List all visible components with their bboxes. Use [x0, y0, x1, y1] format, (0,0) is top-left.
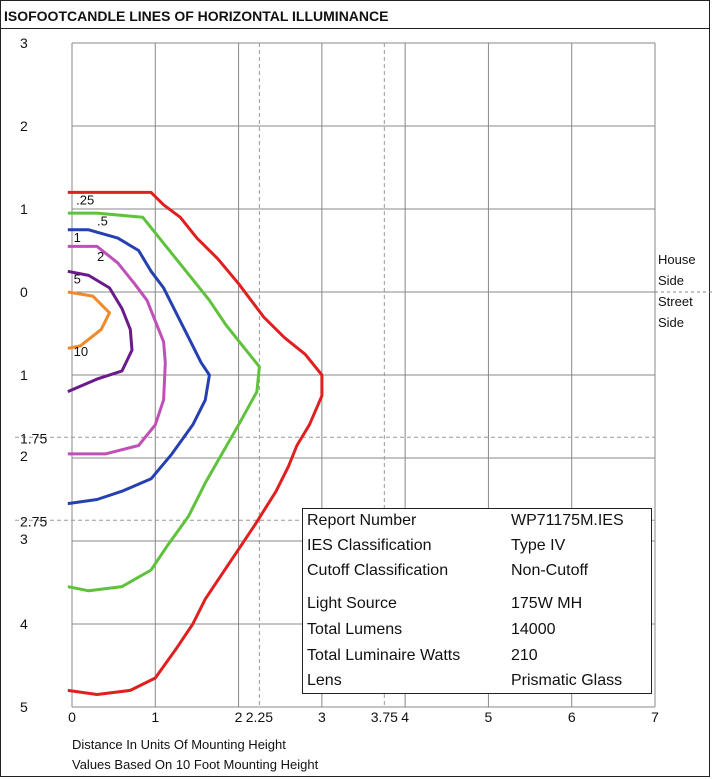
report-row: Total Luminaire Watts 210	[307, 647, 647, 669]
x-tick-label: 2.25	[246, 709, 273, 725]
y-tick-label: 3	[20, 531, 28, 547]
report-key: Cutoff Classification	[307, 562, 449, 579]
street-side-label: Street	[658, 294, 693, 309]
isofootcandle-contour-5	[67, 269, 134, 393]
report-row: Light Source 175W MH	[307, 595, 647, 617]
y-tick-label: 1	[20, 367, 28, 383]
y-tick-label: 2.75	[20, 513, 47, 529]
contour-value-label: 5	[74, 272, 81, 287]
x-tick-label: 0	[68, 709, 76, 725]
x-axis-label: Distance In Units Of Mounting Height	[72, 737, 286, 752]
isofootcandle-contour-2	[67, 244, 167, 456]
report-table: Report Number WP71175M.IES IES Classific…	[302, 508, 652, 694]
house-side-label: Side	[658, 273, 684, 288]
x-tick-label: 6	[568, 709, 576, 725]
isofootcandle-contour-1	[67, 228, 211, 506]
title-divider	[0, 28, 710, 29]
y-tick-label: 1	[20, 201, 28, 217]
contour-value-label: 2	[97, 249, 104, 264]
report-key: Report Number	[307, 512, 417, 529]
report-value: Prismatic Glass	[511, 672, 623, 689]
report-key: Total Lumens	[307, 621, 403, 638]
contour-value-label: .5	[97, 213, 108, 228]
isofootcandle-contour-10	[67, 290, 111, 350]
report-value: 175W MH	[511, 595, 583, 612]
report-value: 210	[511, 647, 538, 664]
x-tick-label: 5	[485, 709, 493, 725]
report-value: 14000	[511, 621, 556, 638]
x-tick-label: 7	[651, 709, 659, 725]
report-row: IES Classification Type IV	[307, 537, 647, 559]
street-side-label: Side	[658, 315, 684, 330]
y-tick-label: 2	[20, 448, 28, 464]
x-tick-label: 4	[401, 709, 409, 725]
contour-value-label: 1	[74, 230, 81, 245]
mounting-height-note: Values Based On 10 Foot Mounting Height	[72, 757, 319, 772]
report-value: Type IV	[511, 537, 566, 554]
report-row: Total Lumens 14000	[307, 621, 647, 643]
report-value: Non-Cutoff	[511, 562, 589, 579]
y-tick-label: 0	[20, 284, 28, 300]
x-tick-label: 1	[151, 709, 159, 725]
report-key: Light Source	[307, 595, 397, 612]
x-tick-label: 3.75	[371, 709, 398, 725]
report-key: Lens	[307, 672, 342, 689]
report-value: WP71175M.IES	[511, 512, 624, 529]
chart-title: ISOFOOTCANDLE LINES OF HORIZONTAL ILLUMI…	[4, 8, 389, 24]
x-tick-label: 2	[235, 709, 243, 725]
x-tick-label: 3	[318, 709, 326, 725]
isofootcandle-contour-p5	[67, 211, 261, 593]
y-tick-label: 4	[20, 616, 28, 632]
y-tick-label: 1.75	[20, 430, 47, 446]
contour-value-label: 10	[74, 344, 88, 359]
contour-value-label: .25	[76, 193, 94, 208]
report-key: Total Luminaire Watts	[307, 647, 461, 664]
report-row: Report Number WP71175M.IES	[307, 512, 647, 534]
report-row: Cutoff Classification Non-Cutoff	[307, 562, 647, 584]
y-tick-label: 2	[20, 118, 28, 134]
house-side-label: House	[658, 252, 696, 267]
isofootcandle-contour-p25	[67, 190, 324, 696]
report-row: Lens Prismatic Glass	[307, 672, 647, 694]
y-tick-label: 3	[20, 35, 28, 51]
y-tick-label: 5	[20, 699, 28, 715]
report-key: IES Classification	[307, 537, 432, 554]
